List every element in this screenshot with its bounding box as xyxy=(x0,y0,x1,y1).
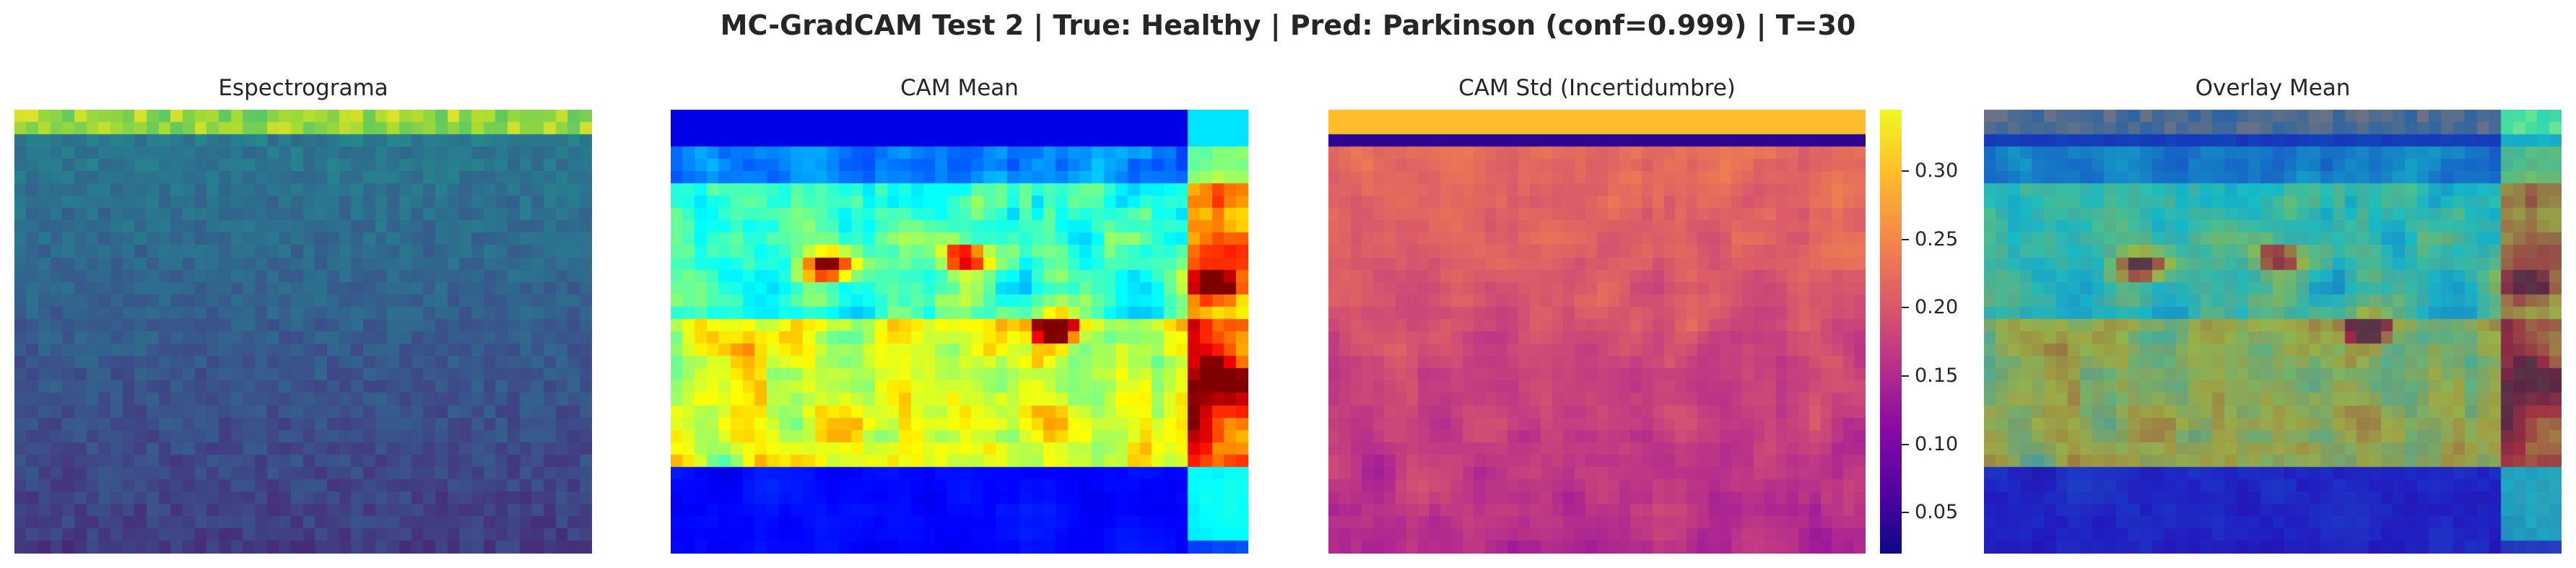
colorbar-tick xyxy=(1902,375,1909,377)
colorbar-tick-label: 0.05 xyxy=(1915,502,1958,523)
colorbar-tick-label: 0.30 xyxy=(1915,160,1958,182)
colorbar-tick xyxy=(1902,239,1909,240)
figure-title: MC-GradCAM Test 2 | True: Healthy | Pred… xyxy=(0,7,2576,43)
colorbar-tick xyxy=(1902,170,1909,172)
colorbar-tick-label: 0.20 xyxy=(1915,297,1958,318)
panel-title-espectrograma: Espectrograma xyxy=(14,74,592,102)
colorbar-tick xyxy=(1902,444,1909,445)
heatmap-overlay-mean xyxy=(1984,110,2562,554)
heatmap-espectrograma xyxy=(14,110,592,554)
colorbar-cam-std xyxy=(1880,110,1902,554)
colorbar-tick xyxy=(1902,512,1909,513)
colorbar-tick xyxy=(1902,307,1909,308)
colorbar-tick-label: 0.10 xyxy=(1915,434,1958,455)
heatmap-cam-std xyxy=(1328,110,1866,554)
panel-title-cam-std: CAM Std (Incertidumbre) xyxy=(1328,74,1866,102)
colorbar-tick-label: 0.25 xyxy=(1915,229,1958,250)
panel-title-cam-mean: CAM Mean xyxy=(671,74,1248,102)
panel-title-overlay-mean: Overlay Mean xyxy=(1984,74,2562,102)
heatmap-cam-mean xyxy=(671,110,1248,554)
colorbar-tick-label: 0.15 xyxy=(1915,365,1958,387)
